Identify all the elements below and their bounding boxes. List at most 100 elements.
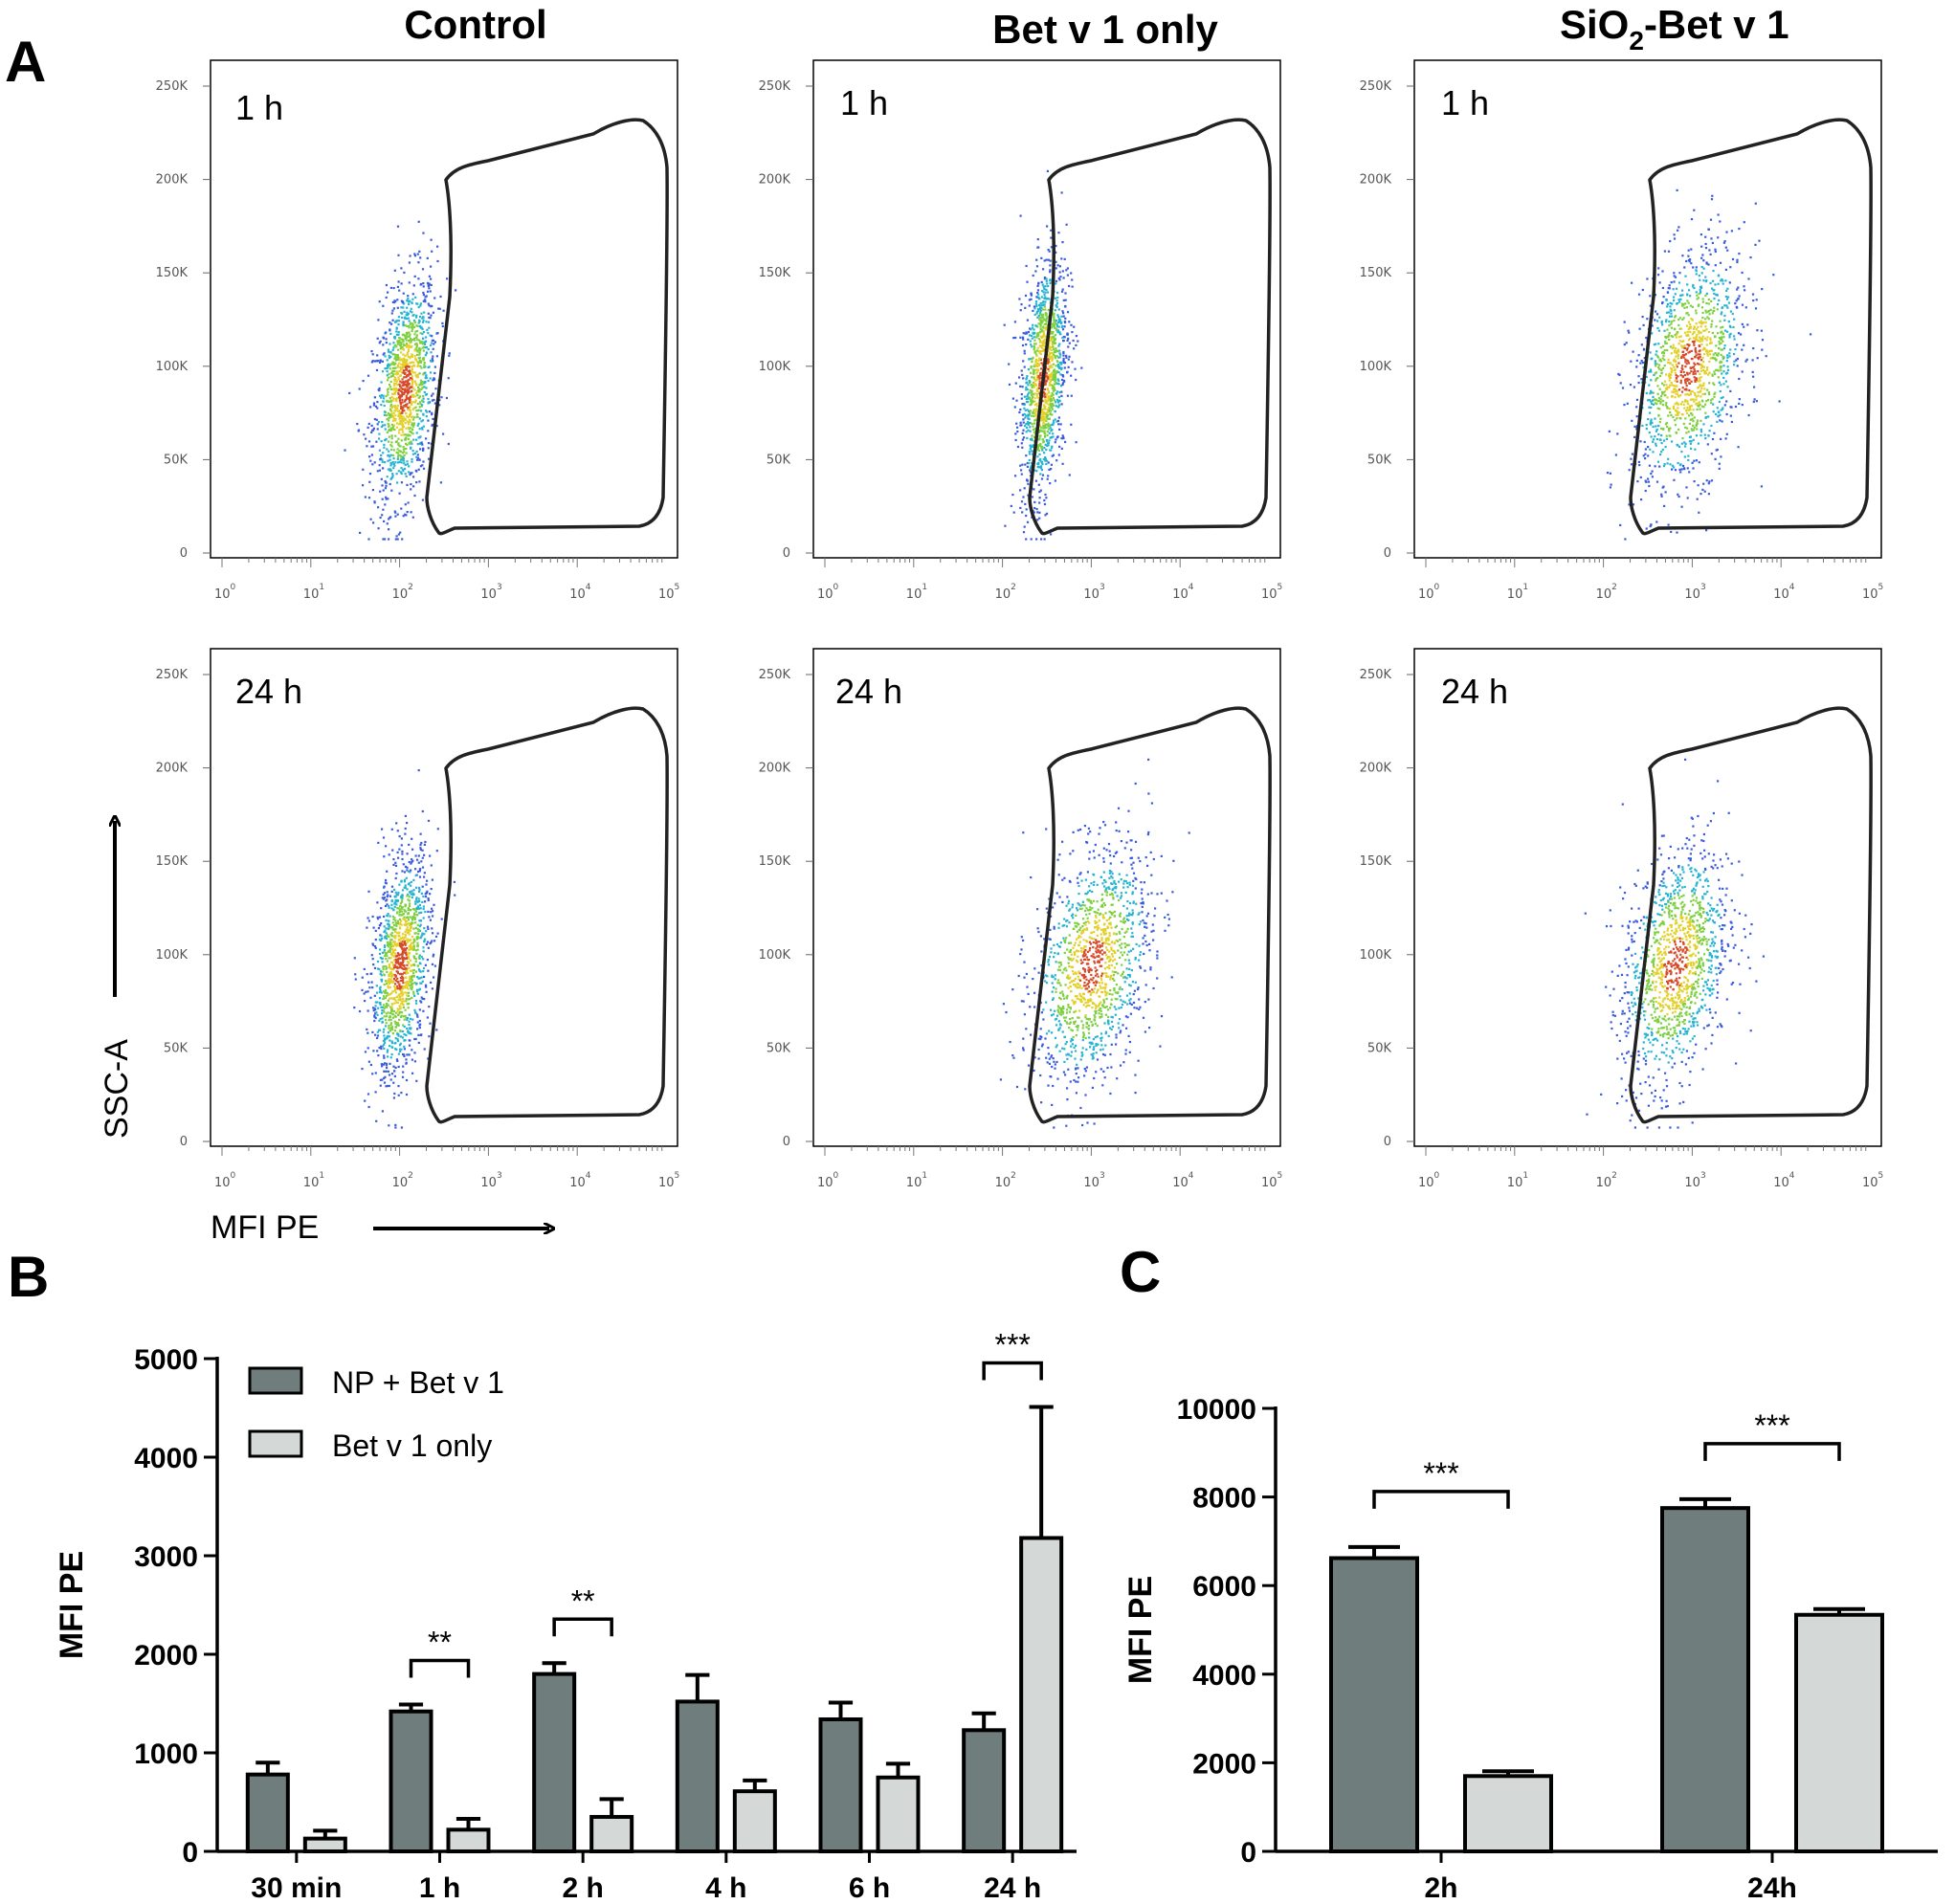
flow-dot — [385, 994, 389, 997]
flow-dot — [383, 1054, 386, 1057]
flow-dot — [1724, 279, 1727, 282]
flow-dot — [1667, 414, 1670, 417]
flow-dot — [1667, 250, 1671, 253]
flow-dot — [392, 287, 395, 290]
flow-dot — [1719, 362, 1722, 365]
flow-dot — [398, 943, 401, 946]
flow-dot — [406, 388, 409, 391]
flow-dot — [380, 991, 383, 994]
flow-dot — [1684, 400, 1687, 403]
flow-dot — [411, 941, 413, 944]
flow-dot — [391, 473, 394, 476]
flow-dot — [1031, 450, 1033, 453]
flow-dot — [422, 343, 425, 345]
flow-dot — [1033, 383, 1035, 386]
flow-dot — [1025, 401, 1029, 404]
flow-dot — [395, 400, 398, 403]
flow-dot — [406, 384, 409, 387]
flow-dot — [419, 465, 422, 468]
flow-dot — [1027, 422, 1030, 425]
flow-dot — [421, 419, 425, 422]
flow-dot — [380, 922, 383, 925]
flow-dot — [412, 476, 415, 478]
flow-dot — [1655, 377, 1657, 381]
flow-dot — [1016, 430, 1019, 433]
flow-dot — [1694, 348, 1697, 351]
flow-dot — [1022, 421, 1025, 424]
flow-dot — [1658, 408, 1661, 410]
flow-dot — [391, 373, 395, 376]
flow-dot — [411, 1049, 413, 1052]
flow-dot — [435, 850, 438, 852]
flow-dot — [396, 354, 399, 357]
flow-dot — [416, 927, 419, 931]
flow-dot — [390, 828, 393, 830]
flow-dot — [1680, 327, 1683, 330]
flow-dot — [398, 911, 401, 914]
flow-dot — [1047, 417, 1050, 420]
flow-dot — [378, 987, 382, 990]
flow-dot — [402, 407, 405, 410]
flow-dot — [387, 1011, 389, 1014]
flow-dot — [1682, 317, 1685, 320]
flow-dot — [1664, 340, 1667, 343]
flow-dot — [1688, 378, 1691, 381]
flow-dot — [412, 916, 415, 919]
flow-dot — [1731, 257, 1735, 261]
flow-dot — [1699, 340, 1701, 343]
flow-dot — [372, 1007, 375, 1009]
flow-dot — [380, 1045, 383, 1048]
flow-dot — [409, 1039, 411, 1042]
flow-dot — [1717, 236, 1720, 239]
flow-dot — [1684, 353, 1687, 356]
flow-dot — [1029, 453, 1032, 455]
flow-dot — [434, 935, 438, 938]
flow-dot — [412, 945, 415, 948]
flow-dot — [1709, 341, 1712, 343]
flow-dot — [1744, 289, 1746, 292]
flow-dot — [1681, 294, 1684, 297]
flow-dot — [408, 302, 411, 306]
flow-dot — [381, 828, 384, 830]
flow-dot — [1673, 388, 1676, 391]
flow-dot — [1694, 346, 1697, 350]
flow-dot — [1664, 446, 1667, 449]
flow-dot — [1647, 477, 1650, 480]
flow-dot — [396, 340, 399, 343]
flow-dot — [436, 828, 439, 830]
flow-dot — [1029, 471, 1033, 474]
flow-dot — [1049, 264, 1052, 267]
flow-dot — [419, 982, 422, 985]
flow-dot — [394, 891, 397, 894]
flow-dot — [413, 914, 416, 917]
flow-dot — [1655, 350, 1658, 353]
flow-dot — [390, 939, 393, 941]
flow-dot — [1736, 298, 1740, 300]
flow-dot — [407, 298, 410, 300]
flow-dot — [431, 399, 433, 402]
flow-dot — [1721, 336, 1723, 339]
flow-dot — [397, 333, 400, 336]
flow-dot — [1037, 308, 1040, 311]
flow-dot — [403, 364, 407, 366]
flow-dot — [384, 996, 387, 999]
flow-dot — [1730, 420, 1733, 424]
flow-dot — [1714, 250, 1717, 254]
flow-dot — [365, 990, 367, 993]
flow-dot — [1048, 345, 1051, 348]
flow-dot — [1727, 321, 1730, 323]
flow-dot — [1718, 346, 1721, 350]
flow-dot — [1037, 322, 1040, 325]
flow-dot — [1689, 304, 1692, 307]
flow-dot — [429, 317, 432, 320]
flow-dot — [432, 311, 434, 314]
flow-dot — [395, 397, 398, 400]
flow-dot — [1019, 464, 1022, 467]
flow-dot — [401, 452, 404, 454]
flow-dot — [399, 414, 402, 417]
flow-dot — [388, 853, 390, 856]
flow-dot — [1715, 325, 1718, 328]
flow-dot — [1650, 421, 1654, 425]
flow-dot — [398, 914, 401, 917]
flow-dot — [1693, 209, 1696, 211]
